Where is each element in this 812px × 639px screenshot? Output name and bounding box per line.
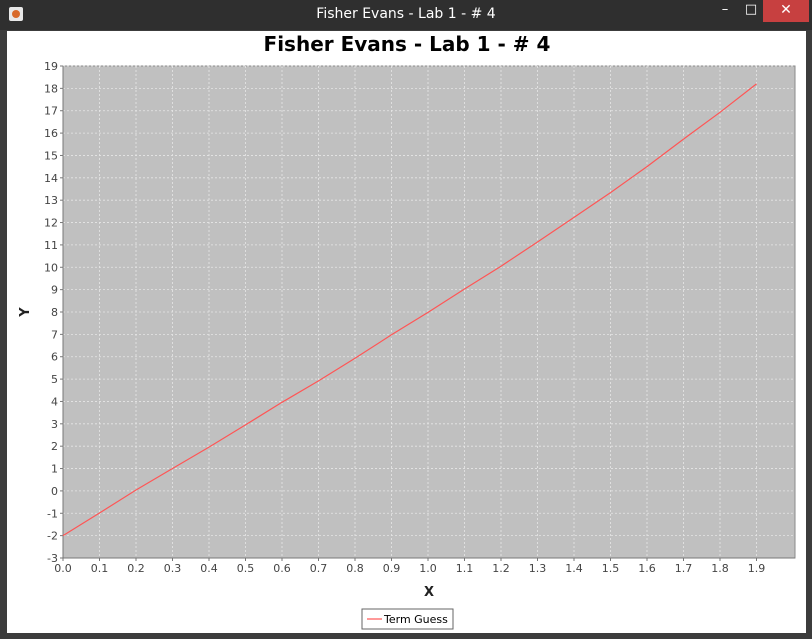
y-tick-label: 13	[44, 194, 58, 207]
title-bar: Fisher Evans - Lab 1 - # 4 – □ ✕	[0, 0, 812, 30]
java-app-icon	[9, 7, 23, 21]
x-axis-label: X	[424, 585, 434, 600]
x-tick-label: 1.1	[456, 562, 474, 575]
y-tick-label: 16	[44, 127, 58, 140]
y-tick-label: 8	[51, 306, 58, 319]
legend: Term Guess	[361, 608, 454, 630]
x-tick-label: 0.5	[237, 562, 255, 575]
chart-title: Fisher Evans - Lab 1 - # 4	[264, 32, 551, 56]
x-tick-label: 0.7	[310, 562, 328, 575]
y-tick-label: 9	[51, 284, 58, 297]
y-tick-label: 7	[51, 328, 58, 341]
y-tick-label: 17	[44, 105, 58, 118]
x-tick-label: 1.7	[675, 562, 693, 575]
y-tick-label: 1	[51, 463, 58, 476]
series-group	[62, 83, 757, 537]
y-tick-label: 5	[51, 373, 58, 386]
x-tick-label: 1.0	[419, 562, 437, 575]
series-line-term-guess	[62, 83, 757, 537]
y-tick-label: -2	[47, 530, 58, 543]
x-tick-label: 1.2	[492, 562, 510, 575]
x-tick-label: 0.4	[200, 562, 218, 575]
x-tick-label: 0.6	[273, 562, 291, 575]
close-button[interactable]: ✕	[763, 0, 809, 22]
y-tick-label: 3	[51, 418, 58, 431]
legend-box	[361, 608, 454, 630]
x-tick-label: 1.9	[748, 562, 766, 575]
window-title: Fisher Evans - Lab 1 - # 4	[316, 6, 496, 22]
x-tick-label: 0.3	[164, 562, 182, 575]
legend-label-term-guess: Term Guess	[383, 613, 448, 626]
x-tick-label: 1.8	[711, 562, 729, 575]
y-tick-label: 0	[51, 485, 58, 498]
x-tick-label: 1.6	[638, 562, 656, 575]
x-tick-label: 1.5	[602, 562, 620, 575]
y-tick-label: 6	[51, 351, 58, 364]
axes: 0.0 0.1 0.2 0.3 0.4 0.5 0.6 0.7 0.8 0.9 1.0 1.1 1.2 1…	[44, 60, 795, 575]
x-tick-label: 0.1	[91, 562, 109, 575]
x-tick-label: 0.9	[383, 562, 401, 575]
x-tick-label: 0.2	[127, 562, 145, 575]
minimize-button[interactable]: –	[721, 2, 729, 17]
x-tick-label: 1.4	[565, 562, 583, 575]
maximize-button[interactable]: □	[744, 2, 758, 17]
y-tick-label: 19	[44, 60, 58, 73]
chart-panel: Fisher Evans - Lab 1 - # 4 0.0 0.1 0.2 0.3 0…	[7, 31, 806, 633]
y-tick-label: 2	[51, 440, 58, 453]
x-tick-label: 1.3	[529, 562, 547, 575]
line-chart: Fisher Evans - Lab 1 - # 4 0.0 0.1 0.2 0.3 0…	[18, 32, 796, 630]
y-tick-label: 10	[44, 261, 58, 274]
y-tick-label: -3	[47, 552, 58, 565]
y-tick-label: 4	[51, 395, 58, 408]
y-axis-label: Y	[18, 307, 33, 318]
y-tick-label: 14	[44, 172, 58, 185]
y-tick-label: 18	[44, 82, 58, 95]
y-tick-label: 15	[44, 149, 58, 162]
y-tick-label: -1	[47, 507, 58, 520]
y-tick-label: 12	[44, 217, 58, 230]
x-tick-label: 0.0	[54, 562, 72, 575]
y-tick-label: 11	[44, 239, 58, 252]
x-tick-label: 0.8	[346, 562, 364, 575]
